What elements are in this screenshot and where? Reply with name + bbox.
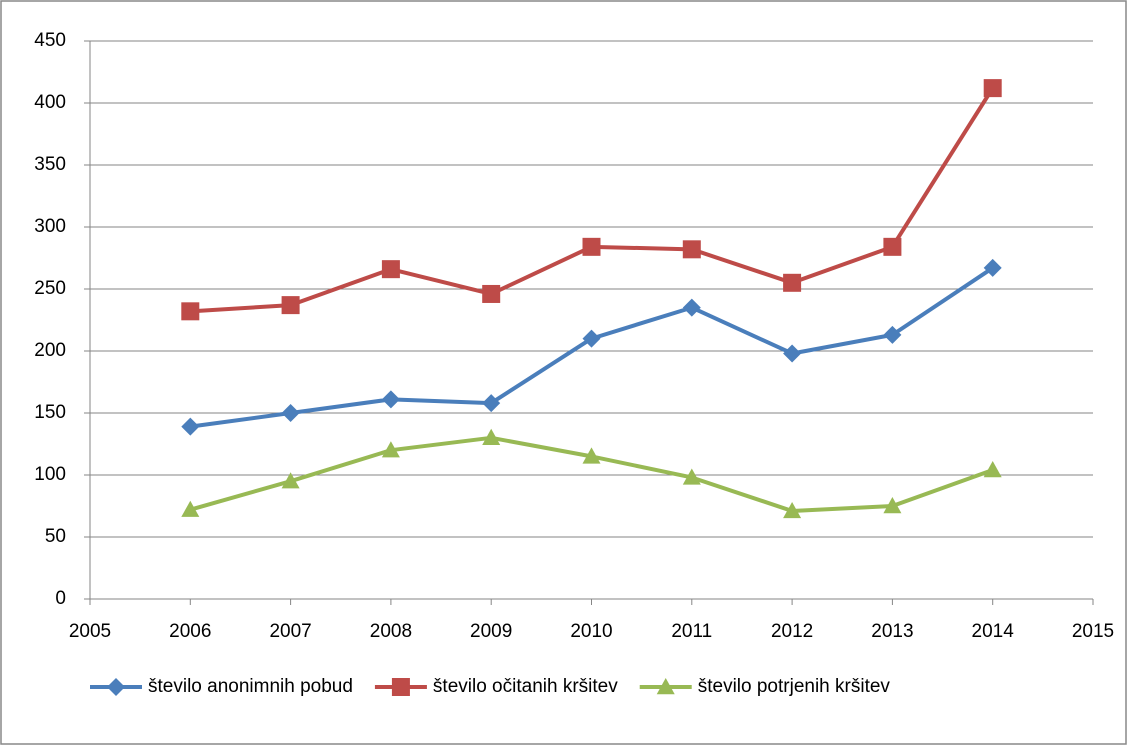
marker [883,497,902,514]
x-tick-label: 2015 [1072,621,1114,642]
marker [682,468,701,485]
marker [482,284,501,303]
marker [582,447,601,464]
marker [381,260,400,279]
marker [381,390,400,409]
legend-label: število potrjenih kršitev [698,676,891,697]
y-tick-label: 400 [34,92,66,113]
y-tick-label: 50 [45,526,66,547]
marker [181,500,200,517]
legend-label: število očitanih kršitev [433,676,618,697]
y-tick-label: 350 [34,154,66,175]
marker [181,417,200,436]
marker [181,302,200,321]
marker [983,79,1002,98]
marker [883,237,902,256]
marker [582,237,601,256]
marker [107,678,125,696]
x-tick-label: 2007 [269,621,311,642]
marker [482,394,501,413]
x-tick-label: 2010 [570,621,612,642]
x-tick-label: 2009 [470,621,512,642]
y-tick-label: 250 [34,278,66,299]
marker [983,461,1002,478]
x-tick-label: 2012 [771,621,813,642]
marker [682,298,701,317]
x-tick-label: 2005 [69,621,111,642]
marker [983,258,1002,277]
y-tick-label: 100 [34,464,66,485]
legend-label: število anonimnih pobud [148,676,353,697]
marker [381,441,400,458]
x-tick-label: 2014 [972,621,1015,642]
x-tick-label: 2013 [871,621,913,642]
marker [582,329,601,348]
marker [281,296,300,315]
x-tick-label: 2006 [169,621,211,642]
marker [482,428,501,445]
marker [391,678,410,696]
marker [783,344,802,363]
y-tick-label: 300 [34,216,66,237]
marker [682,240,701,259]
marker [281,472,300,489]
y-tick-label: 0 [55,588,66,609]
x-tick-label: 2011 [671,621,712,642]
marker [783,501,802,519]
marker [883,325,902,344]
y-tick-label: 450 [34,30,66,51]
y-tick-label: 150 [34,402,66,423]
marker [656,678,675,695]
marker [783,273,802,292]
x-tick-label: 2008 [370,621,412,642]
marker [281,404,300,422]
y-tick-label: 200 [34,340,66,361]
